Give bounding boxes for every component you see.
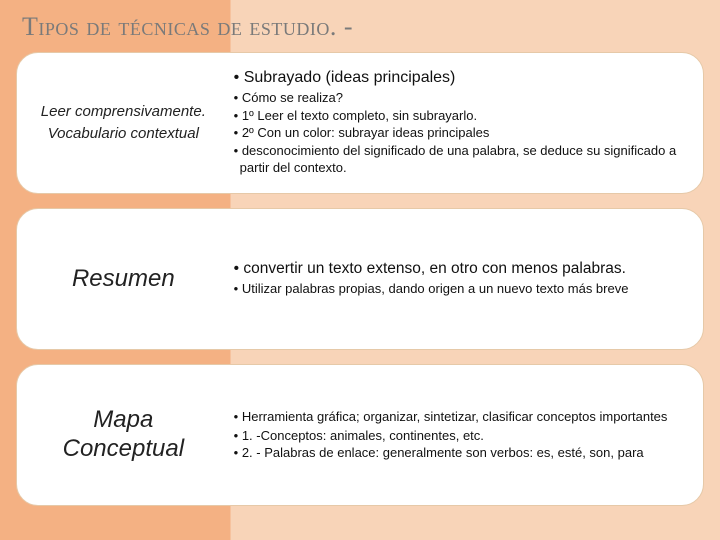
sub-bullet: Utilizar palabras propias, dando origen …	[234, 280, 689, 298]
card-right: convertir un texto extenso, en otro con …	[230, 209, 703, 349]
left-label: Conceptual	[63, 435, 184, 464]
card-left: Mapa Conceptual	[17, 365, 230, 505]
sub-bullet: 2º Con un color: subrayar ideas principa…	[234, 124, 689, 142]
card-right: Herramienta gráfica; organizar, sintetiz…	[230, 365, 703, 505]
page-title: Tipos de técnicas de estudio. -	[16, 12, 704, 42]
sub-bullet: 1. -Conceptos: animales, continentes, et…	[234, 427, 689, 445]
sub-bullet: desconocimiento del significado de una p…	[234, 142, 689, 177]
lead-bullet: convertir un texto extenso, en otro con …	[234, 260, 689, 278]
card-left: Leer comprensivamente. Vocabulario conte…	[17, 53, 230, 193]
card-right: Subrayado (ideas principales) Cómo se re…	[230, 53, 703, 193]
rows-container: Leer comprensivamente. Vocabulario conte…	[16, 52, 704, 506]
sub-bullet: Cómo se realiza?	[234, 89, 689, 107]
card-left: Resumen	[17, 209, 230, 349]
sub-bullet: 2. - Palabras de enlace: generalmente so…	[234, 444, 689, 462]
left-label: Mapa	[93, 406, 153, 435]
left-label: Vocabulario contextual	[48, 123, 199, 146]
lead-bullet: Subrayado (ideas principales)	[234, 69, 689, 87]
sub-bullet: 1º Leer el texto completo, sin subrayarl…	[234, 107, 689, 125]
sub-bullet: Herramienta gráfica; organizar, sintetiz…	[234, 408, 689, 426]
technique-card-resumen: Resumen convertir un texto extenso, en o…	[16, 208, 704, 350]
slide: Tipos de técnicas de estudio. - Leer com…	[0, 0, 720, 540]
technique-card-subrayado: Leer comprensivamente. Vocabulario conte…	[16, 52, 704, 194]
left-label: Resumen	[72, 265, 175, 293]
technique-card-mapa-conceptual: Mapa Conceptual Herramienta gráfica; org…	[16, 364, 704, 506]
left-label: Leer comprensivamente.	[41, 101, 206, 124]
